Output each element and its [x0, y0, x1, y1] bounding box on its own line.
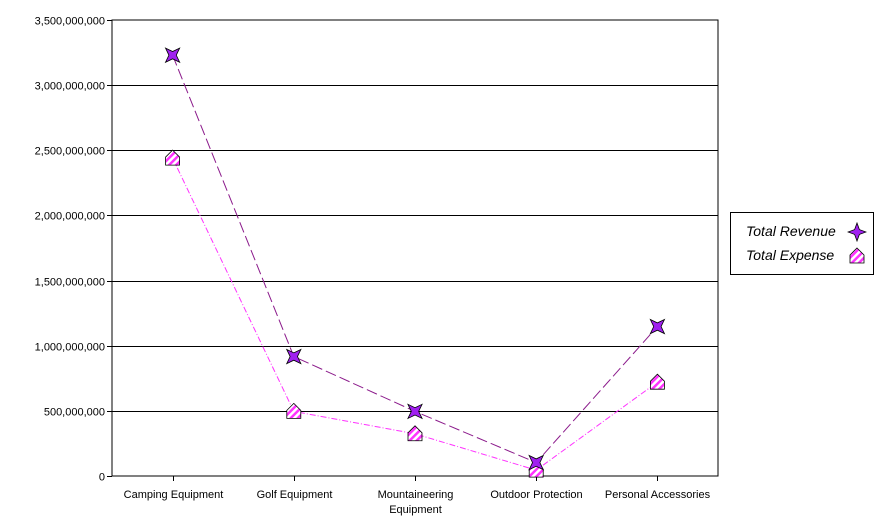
revenue-point [164, 47, 181, 64]
y-tick-label: 0 [99, 472, 105, 484]
expense-point [407, 425, 423, 442]
x-tick-label: Golf Equipment [257, 489, 333, 501]
x-tick-label: Camping Equipment [124, 489, 224, 501]
hatched-house-marker-icon [849, 247, 865, 264]
expense-point [650, 373, 665, 390]
legend-label-expense: Total Expense [746, 247, 835, 263]
legend-item-revenue: Total Revenue [731, 221, 875, 243]
x-tick-label: Outdoor Protection [490, 489, 582, 501]
expense-point [286, 402, 302, 419]
y-tick-label: 3,500,000,000 [35, 16, 105, 28]
y-tick-label: 1,500,000,000 [35, 277, 105, 289]
x-tick-label: Mountaineering [378, 489, 454, 501]
expense-point [165, 149, 180, 166]
revenue-point [528, 454, 545, 471]
y-tick-label: 1,000,000,000 [35, 342, 105, 354]
legend-label-revenue: Total Revenue [746, 223, 836, 239]
expense-series-line [172, 157, 658, 471]
x-tick-label: Personal Accessories [605, 489, 711, 501]
y-tick-label: 500,000,000 [44, 407, 105, 419]
revenue-series-line [172, 54, 658, 464]
star-marker-icon [847, 222, 867, 242]
y-tick-label: 3,000,000,000 [35, 81, 105, 93]
revenue-point [649, 318, 666, 335]
legend: Total Revenue Total Expense [730, 212, 874, 275]
y-tick-label: 2,500,000,000 [35, 146, 105, 158]
y-tick-label: 2,000,000,000 [35, 211, 105, 223]
x-tick-label: Equipment [389, 504, 442, 516]
legend-item-expense: Total Expense [731, 245, 875, 267]
revenue-point [285, 348, 302, 365]
revenue-point [407, 403, 423, 420]
